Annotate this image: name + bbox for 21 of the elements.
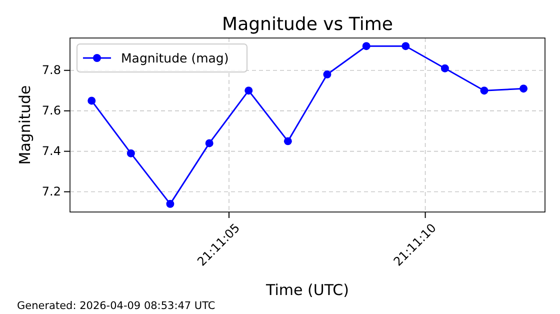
point [323,70,332,78]
y-tick-label: 7.8 [42,63,61,78]
point [362,42,370,50]
point [126,149,135,158]
legend-label: Magnitude (mag) [121,50,229,66]
y-tick-label: 7.6 [42,104,61,118]
y-tick-label: 7.2 [42,184,61,199]
point [284,137,292,146]
point [520,84,528,93]
y-tick-label: 7.4 [42,144,61,158]
point [244,86,253,95]
text: Generated: 2026-04-09 08:53:47 UTC [17,300,216,312]
chart-title: Magnitude vs Time [222,14,393,35]
point [480,86,488,95]
x-axis-title: Time (UTC) [265,281,349,299]
point [402,42,410,50]
point [205,139,214,148]
point [440,64,449,72]
point [88,96,96,105]
point [166,200,174,208]
y-axis-title: Magnitude [16,85,34,165]
